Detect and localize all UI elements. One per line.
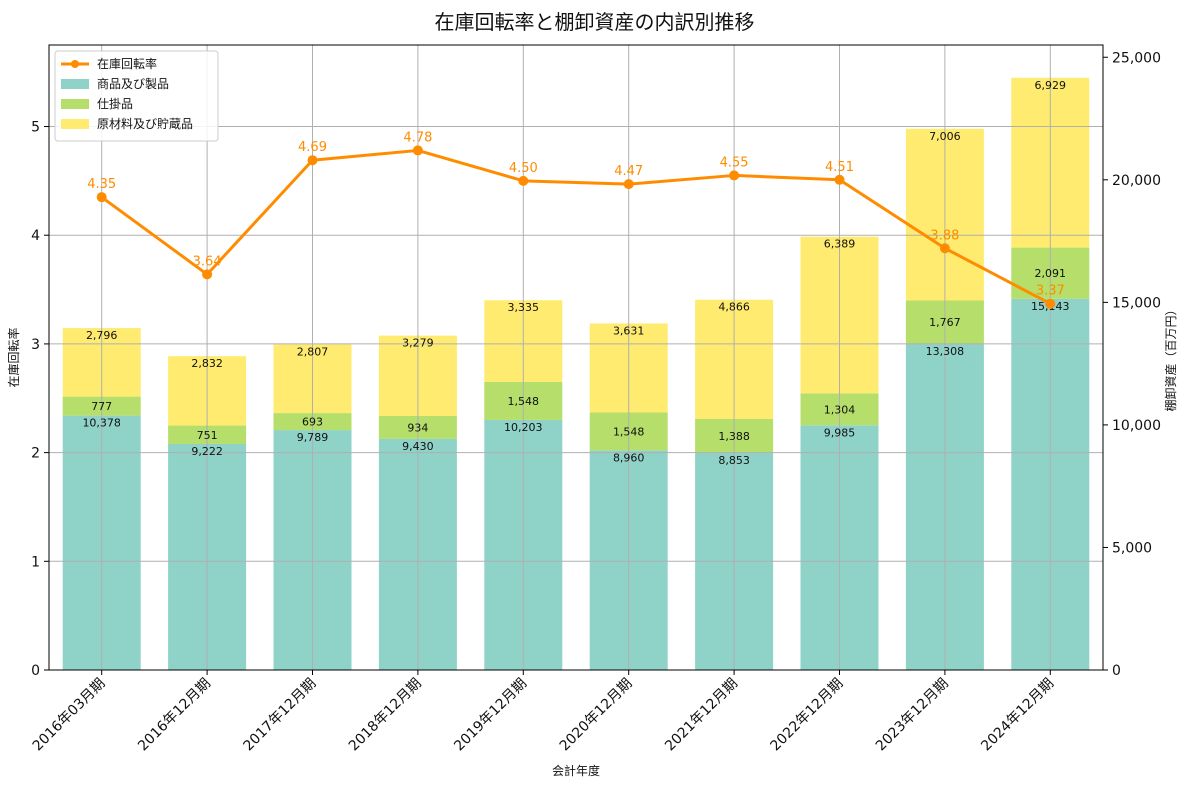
- bar-value-label: 9,985: [824, 426, 856, 439]
- rate-value-label: 3.64: [193, 254, 222, 269]
- rate-point: [412, 145, 423, 156]
- legend-entry-label: 原材料及び貯蔵品: [97, 117, 193, 131]
- bar-value-label: 4,866: [718, 301, 750, 314]
- bar-value-label: 751: [197, 429, 218, 442]
- right-axis-title: 棚卸資産（百万円）: [1163, 303, 1178, 411]
- legend-swatch: [61, 119, 89, 129]
- bar-value-label: 1,548: [613, 425, 645, 438]
- x-tick-label: 2024年12月期: [978, 676, 1057, 755]
- rate-value-label: 4.50: [509, 161, 538, 176]
- bar-value-label: 9,222: [191, 445, 223, 458]
- bar-value-label: 693: [302, 416, 323, 429]
- plot-frame: [48, 44, 1104, 671]
- x-tick-label: 2021年12月期: [662, 676, 741, 755]
- left-tick-label: 2: [31, 446, 40, 462]
- bar-labels: 10,378 777 2,796 9,222 751 2,832 9,789 693 2,807…: [82, 79, 1069, 467]
- bar-value-label: 2,832: [191, 357, 223, 370]
- rate-line-group: 4.35 3.64 4.69 4.78 4.50 4.47 4.55 4.51 3.88 3.37: [87, 130, 1065, 309]
- rate-point: [518, 175, 529, 186]
- x-tick-label: 2022年12月期: [768, 676, 847, 755]
- left-tick-label: 3: [31, 337, 40, 353]
- bar-value-label: 10,203: [504, 421, 543, 434]
- bar-value-label: 9,789: [297, 431, 329, 444]
- rate-point: [834, 174, 845, 185]
- bar-value-label: 1,304: [824, 403, 856, 416]
- right-tick-label: 25,000: [1112, 50, 1161, 66]
- bar-value-label: 2,807: [297, 345, 329, 358]
- legend-entry-label: 在庫回転率: [97, 56, 157, 71]
- bar-value-label: 1,767: [929, 316, 961, 329]
- bar-value-label: 934: [407, 421, 428, 434]
- bar-value-label: 13,308: [926, 345, 965, 358]
- bar-value-label: 6,929: [1035, 79, 1067, 92]
- right-tick-label: 0: [1112, 663, 1121, 679]
- left-axis-title: 在庫回転率: [6, 327, 21, 387]
- rate-point: [939, 243, 950, 254]
- rate-point: [96, 192, 107, 203]
- x-tick-label: 2016年12月期: [135, 676, 214, 755]
- rate-point: [1045, 298, 1056, 309]
- right-tick-label: 5,000: [1112, 540, 1152, 556]
- rate-point: [202, 269, 213, 280]
- bar-value-label: 2,796: [86, 329, 118, 342]
- bar-value-label: 6,389: [824, 238, 856, 251]
- rate-value-label: 4.69: [298, 140, 327, 155]
- bar-group: [62, 77, 1090, 670]
- bar-value-label: 9,430: [402, 440, 434, 453]
- rate-point: [729, 170, 740, 181]
- rate-value-label: 3.88: [930, 228, 959, 243]
- rate-value-label: 4.47: [614, 164, 643, 179]
- legend-entry-label: 仕掛品: [97, 96, 133, 111]
- bar-value-label: 10,378: [82, 417, 121, 430]
- legend-entry-label: 商品及び製品: [97, 76, 169, 91]
- left-tick-label: 0: [31, 663, 40, 679]
- rate-point: [307, 155, 318, 166]
- x-axis: 2016年03月期 2016年12月期 2017年12月期 2018年12月期 2019…: [30, 670, 1057, 754]
- bar-value-label: 7,006: [929, 130, 961, 143]
- left-tick-label: 4: [31, 228, 40, 244]
- chart-title: 在庫回転率と棚卸資産の内訳別推移: [434, 10, 755, 34]
- legend-swatch-marker: [71, 60, 79, 68]
- bar-value-label: 8,960: [613, 451, 645, 464]
- bar-value-label: 1,388: [718, 430, 750, 443]
- bar-value-label: 777: [91, 400, 112, 413]
- bar-value-label: 8,853: [718, 454, 750, 467]
- rate-value-label: 4.78: [403, 130, 432, 145]
- right-axis: 0 5,000 10,000 15,000 20,000 25,000: [1103, 50, 1161, 679]
- x-tick-label: 2017年12月期: [241, 676, 320, 755]
- x-tick-label: 2023年12月期: [873, 676, 952, 755]
- left-tick-label: 5: [31, 120, 40, 136]
- bar-value-label: 1,548: [508, 395, 540, 408]
- rate-value-label: 3.37: [1036, 284, 1065, 299]
- x-tick-label: 2016年03月期: [30, 676, 109, 755]
- x-tick-label: 2020年12月期: [557, 676, 636, 755]
- bar-value-label: 3,631: [613, 324, 645, 337]
- rate-line: [100, 148, 1051, 306]
- legend-swatch: [61, 79, 89, 89]
- x-tick-label: 2018年12月期: [346, 676, 425, 755]
- rate-value-label: 4.35: [87, 177, 116, 192]
- bar-value-label: 3,279: [402, 337, 434, 350]
- rate-point: [623, 179, 634, 190]
- right-tick-label: 20,000: [1112, 173, 1161, 189]
- left-axis: 0 1 2 3 4 5: [31, 120, 49, 679]
- legend-frame: [54, 50, 219, 142]
- bar-value-label: 2,091: [1035, 267, 1067, 280]
- grid: [49, 45, 1103, 670]
- x-tick-label: 2019年12月期: [451, 676, 530, 755]
- x-axis-title: 会計年度: [552, 763, 600, 778]
- right-tick-label: 10,000: [1112, 418, 1161, 434]
- rate-value-label: 4.55: [720, 155, 749, 170]
- left-tick-label: 1: [31, 554, 40, 570]
- rate-value-label: 4.51: [825, 160, 854, 175]
- legend-swatch: [61, 99, 89, 109]
- right-tick-label: 15,000: [1112, 295, 1161, 311]
- bar-value-label: 3,335: [508, 301, 540, 314]
